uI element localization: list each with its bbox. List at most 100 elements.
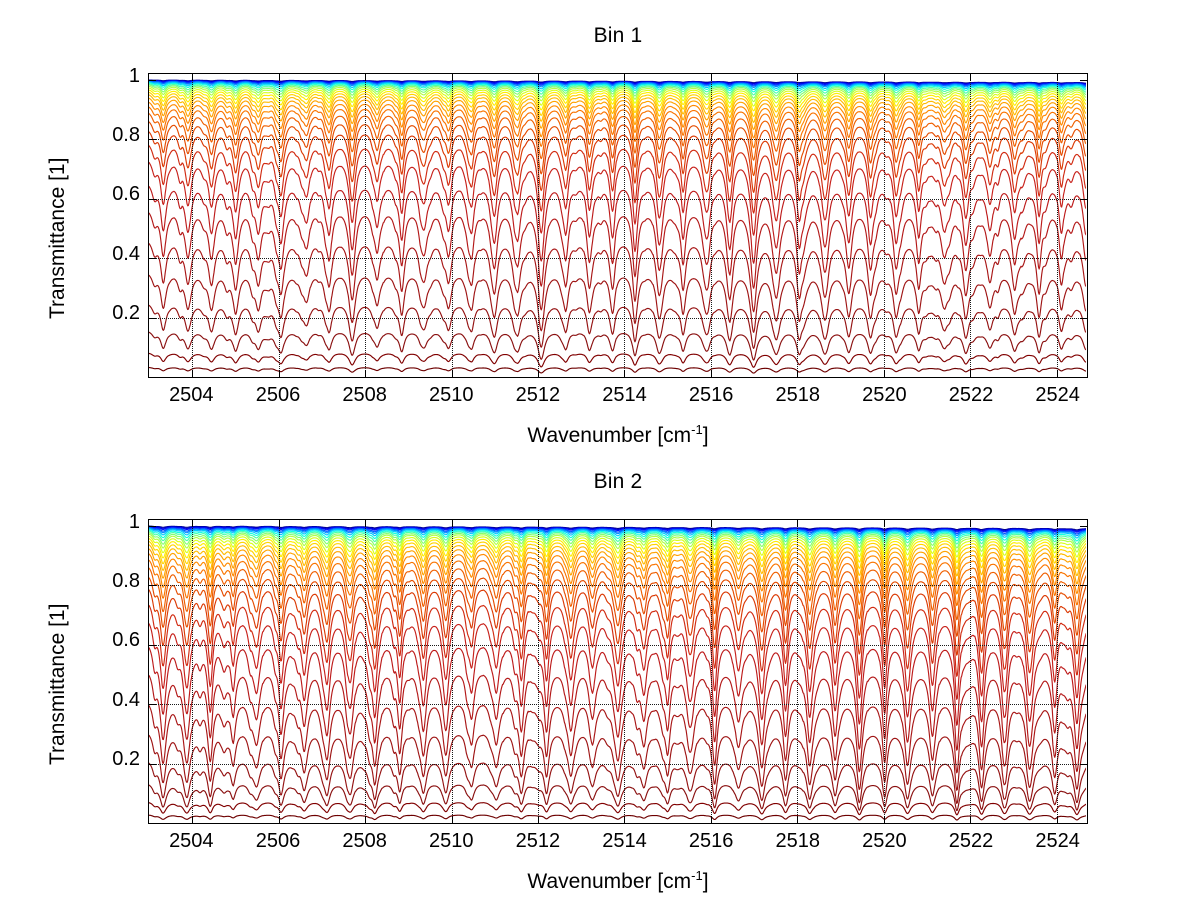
x-tick-mark-top bbox=[970, 74, 972, 81]
x-tick-mark-top bbox=[451, 520, 453, 527]
x-tick-mark-top bbox=[451, 74, 453, 81]
spectrum-line bbox=[149, 212, 1086, 289]
x-tick-mark bbox=[192, 370, 194, 377]
y-tick-label: 0.8 bbox=[112, 570, 140, 593]
x-tick-label: 2510 bbox=[428, 384, 474, 406]
x-tick-label: 2524 bbox=[1035, 830, 1080, 852]
y-tick-mark bbox=[149, 139, 156, 141]
x-axis-title-text: Wavenumber [cm bbox=[527, 424, 692, 447]
x-tick-mark-top bbox=[278, 520, 280, 527]
spectrum-line bbox=[149, 734, 1086, 791]
y-tick-mark-right bbox=[1080, 139, 1087, 141]
spectrum-line bbox=[149, 548, 1086, 585]
spectrum-line bbox=[149, 784, 1086, 812]
x-tick-label: 2520 bbox=[862, 384, 907, 406]
x-tick-mark-top bbox=[797, 74, 799, 81]
y-tick-label: 1 bbox=[128, 64, 140, 87]
x-tick-mark bbox=[1056, 370, 1058, 377]
spectrum-line bbox=[149, 113, 1086, 161]
x-tick-mark bbox=[883, 816, 885, 823]
y-tick-mark-right bbox=[1080, 763, 1087, 765]
x-tick-label: 2520 bbox=[862, 830, 907, 852]
x-tick-mark bbox=[970, 370, 972, 377]
spectrum-line bbox=[149, 131, 1086, 193]
x-tick-label: 2522 bbox=[948, 830, 994, 852]
spectrum-line bbox=[149, 161, 1086, 236]
spectrum-line bbox=[149, 544, 1086, 577]
spectrum-line bbox=[149, 97, 1086, 131]
spectrum-line bbox=[149, 80, 1086, 89]
x-tick-mark-top bbox=[883, 74, 885, 81]
x-tick-mark-top bbox=[1056, 74, 1058, 81]
x-tick-mark-top bbox=[278, 74, 280, 81]
spectrum-line bbox=[149, 802, 1086, 816]
y-tick-mark-right bbox=[1080, 258, 1087, 260]
x-tick-mark-top bbox=[192, 520, 194, 527]
plot-area-bin-2[interactable] bbox=[148, 519, 1088, 824]
x-tick-label: 2504 bbox=[169, 830, 214, 852]
spectrum-line bbox=[149, 527, 1086, 537]
spectrum-line bbox=[149, 84, 1086, 99]
spectrum-line bbox=[149, 331, 1086, 361]
spectrum-line bbox=[149, 589, 1086, 656]
x-tick-label: 2510 bbox=[428, 830, 474, 852]
y-tick-mark-right bbox=[1080, 644, 1087, 646]
y-tick-label: 0.2 bbox=[112, 747, 140, 770]
x-tick-mark-top bbox=[365, 74, 367, 81]
spectrum-line bbox=[149, 704, 1086, 774]
spectrum-line bbox=[149, 94, 1086, 123]
spectrum-line bbox=[149, 83, 1086, 96]
y-tick-label: 0.8 bbox=[112, 124, 140, 147]
x-axis-title-exponent: -1 bbox=[691, 868, 703, 883]
spectrum-line bbox=[149, 528, 1086, 539]
x-axis-title-text: Wavenumber [cm bbox=[527, 870, 692, 893]
spectrum-line bbox=[149, 91, 1086, 118]
spectrum-line bbox=[149, 540, 1086, 570]
spectrum-line bbox=[149, 243, 1086, 313]
x-tick-mark bbox=[624, 816, 626, 823]
x-tick-mark bbox=[538, 816, 540, 823]
x-tick-label: 2518 bbox=[775, 384, 821, 406]
spectrum-line bbox=[149, 525, 1086, 532]
x-tick-mark bbox=[797, 370, 799, 377]
y-tick-mark-right bbox=[1080, 198, 1087, 200]
x-tick-mark bbox=[1056, 816, 1058, 823]
x-tick-label: 2524 bbox=[1035, 384, 1080, 406]
x-tick-mark bbox=[365, 370, 367, 377]
x-tick-label: 2512 bbox=[515, 830, 561, 852]
x-tick-label: 2512 bbox=[515, 384, 561, 406]
x-axis-title-exponent: -1 bbox=[691, 422, 703, 437]
spectrum-line bbox=[149, 529, 1086, 542]
x-tick-mark bbox=[451, 816, 453, 823]
y-tick-mark bbox=[149, 317, 156, 319]
spectrum-line bbox=[149, 106, 1086, 149]
spectrum-line bbox=[149, 304, 1086, 349]
spectrum-line bbox=[149, 525, 1086, 531]
y-axis-title: Transmittance [1] bbox=[46, 157, 69, 319]
x-axis-title: Wavenumber [cm-1] bbox=[148, 868, 1088, 894]
y-tick-label: 0.6 bbox=[112, 629, 140, 652]
x-tick-mark-top bbox=[192, 74, 194, 81]
x-axis-title-bracket: ] bbox=[702, 870, 709, 893]
x-tick-mark-top bbox=[624, 520, 626, 527]
spectrum-line bbox=[149, 274, 1086, 333]
x-tick-mark bbox=[624, 370, 626, 377]
spectrum-line bbox=[149, 604, 1086, 677]
y-tick-label: 0.4 bbox=[112, 242, 140, 265]
spectrum-line bbox=[149, 531, 1086, 549]
y-tick-mark bbox=[149, 79, 156, 81]
x-tick-mark-top bbox=[1056, 520, 1058, 527]
spectrum-line bbox=[149, 81, 1086, 91]
y-tick-mark bbox=[149, 198, 156, 200]
spectrum-line bbox=[149, 121, 1086, 177]
x-tick-mark-top bbox=[538, 520, 540, 527]
plot-area-bin-1[interactable] bbox=[148, 73, 1088, 378]
spectrum-line bbox=[149, 530, 1086, 545]
y-tick-mark bbox=[149, 258, 156, 260]
spectrum-line bbox=[149, 526, 1086, 533]
spectrum-line bbox=[149, 567, 1086, 621]
spectrum-line bbox=[149, 527, 1086, 535]
y-tick-mark bbox=[149, 704, 156, 706]
spectra-lines-bin-1 bbox=[149, 79, 1086, 374]
spectrum-line bbox=[149, 559, 1086, 607]
